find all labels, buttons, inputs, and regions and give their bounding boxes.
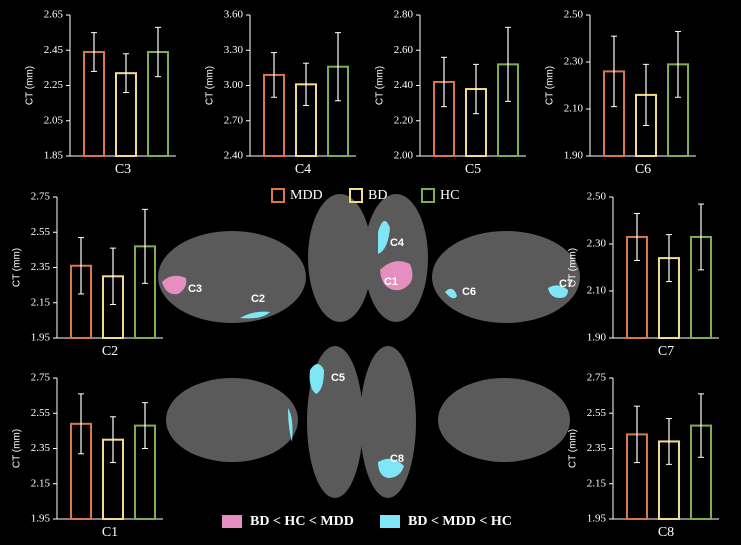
y-tick-label: 2.75 (587, 372, 607, 384)
x-axis-label: C5 (465, 162, 481, 177)
y-tick-label: 1.95 (31, 332, 51, 344)
brain-label: C6 (462, 286, 476, 298)
brain-medial-left (166, 378, 298, 462)
brain-medial-right (438, 378, 570, 462)
region-label: BD < MDD < HC (408, 514, 512, 529)
y-tick-label: 2.05 (44, 114, 64, 126)
y-axis-label: CT (mm) (375, 66, 386, 105)
brain-label: C8 (390, 453, 404, 465)
brain-lateral-right (432, 231, 580, 323)
y-tick-label: 2.55 (587, 407, 607, 419)
y-tick-label: 2.40 (224, 150, 244, 162)
patch-pink (380, 261, 413, 291)
brain-label: C2 (251, 293, 265, 305)
legend-swatch (421, 188, 435, 203)
y-tick-label: 2.20 (394, 114, 414, 126)
brain-top-left (308, 194, 372, 322)
legend-swatch (349, 188, 363, 203)
y-tick-label: 2.35 (31, 442, 51, 454)
y-tick-label: 2.65 (44, 9, 64, 21)
y-tick-label: 3.30 (224, 44, 244, 56)
patch-cyan (445, 288, 457, 299)
y-axis-label: CT (mm) (568, 429, 579, 468)
y-tick-label: 2.15 (587, 477, 607, 489)
y-tick-label: 2.75 (31, 191, 51, 203)
region-label: BD < HC < MDD (250, 514, 354, 529)
y-tick-label: 2.50 (564, 9, 584, 21)
patch-cyan (378, 458, 404, 478)
x-axis-label: C2 (102, 344, 118, 359)
x-axis-label: C6 (635, 162, 651, 177)
x-axis-label: C1 (102, 525, 118, 540)
brains (158, 194, 580, 498)
y-tick-label: 2.50 (587, 191, 607, 203)
y-tick-label: 2.10 (587, 285, 607, 297)
brain-label: C7 (559, 278, 573, 290)
y-tick-label: 1.90 (564, 150, 584, 162)
y-tick-label: 2.15 (31, 296, 51, 308)
brain-label: C4 (390, 237, 405, 249)
region-swatch (380, 515, 400, 528)
legend-label: HC (440, 188, 459, 203)
y-tick-label: 2.70 (224, 114, 244, 126)
patch-pink (162, 275, 187, 295)
y-tick-label: 2.55 (31, 226, 51, 238)
y-axis-label: CT (mm) (12, 248, 23, 287)
y-axis-label: CT (mm) (12, 429, 23, 468)
patch-cyan (288, 408, 293, 442)
y-tick-label: 1.95 (31, 513, 51, 525)
brain-inferior-right (360, 346, 416, 498)
patch-cyan (309, 364, 324, 394)
y-tick-label: 2.60 (394, 44, 414, 56)
y-tick-label: 2.25 (44, 79, 64, 91)
y-axis-label: CT (mm) (25, 66, 36, 105)
y-tick-label: 2.10 (564, 103, 584, 115)
y-axis-label: CT (mm) (545, 66, 556, 105)
legend-label: BD (368, 188, 387, 203)
y-axis-label: CT (mm) (568, 248, 579, 287)
brain-label: C3 (188, 283, 202, 295)
legend-label: MDD (290, 188, 323, 203)
y-tick-label: 2.35 (587, 442, 607, 454)
brain-top-right (364, 194, 428, 322)
y-tick-label: 2.30 (587, 238, 607, 250)
y-tick-label: 1.95 (587, 513, 607, 525)
legend-swatch (271, 188, 285, 203)
patch-cyan (378, 220, 390, 254)
y-tick-label: 2.80 (394, 9, 414, 21)
y-tick-label: 1.85 (44, 150, 64, 162)
x-axis-label: C7 (658, 344, 674, 359)
y-tick-label: 2.40 (394, 79, 414, 91)
brain-label: C5 (331, 372, 345, 384)
x-axis-label: C8 (658, 525, 674, 540)
y-tick-label: 2.15 (31, 477, 51, 489)
y-tick-label: 2.45 (44, 44, 64, 56)
brain-lateral-left (158, 231, 306, 323)
brain-label: C1 (384, 276, 398, 288)
x-axis-label: C3 (115, 162, 131, 177)
y-tick-label: 3.00 (224, 79, 244, 91)
y-tick-label: 1.90 (587, 332, 607, 344)
patch-cyan (240, 311, 270, 319)
patch-cyan (548, 285, 568, 298)
y-tick-label: 2.75 (31, 372, 51, 384)
region-swatch (222, 515, 242, 528)
x-axis-label: C4 (295, 162, 311, 177)
y-tick-label: 2.00 (394, 150, 414, 162)
y-tick-label: 2.30 (564, 56, 584, 68)
y-axis-label: CT (mm) (205, 66, 216, 105)
y-tick-label: 2.55 (31, 407, 51, 419)
y-tick-label: 2.35 (31, 261, 51, 273)
y-tick-label: 3.60 (224, 9, 244, 21)
